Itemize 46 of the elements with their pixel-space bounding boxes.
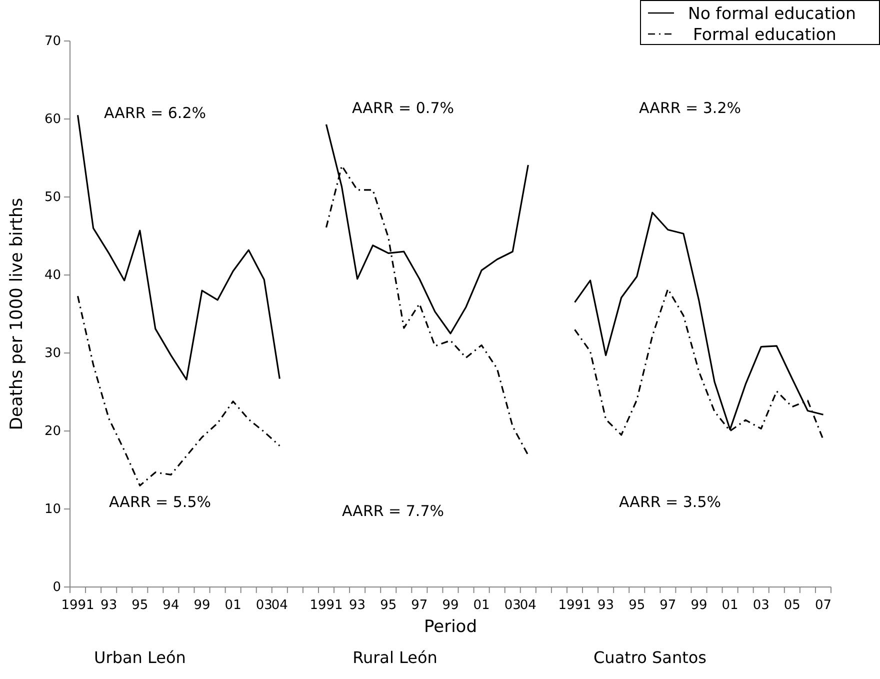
text: Cuatro Santos — [594, 648, 706, 667]
annotation: AARR = 0.7% — [352, 99, 454, 117]
x-tick-label: 1991 — [61, 598, 94, 613]
annotation: AARR = 6.2% — [104, 104, 206, 122]
y-tick-label: 60 — [44, 112, 61, 128]
x-tick-label: 99 — [194, 598, 210, 613]
x-tick-label: 04 — [271, 598, 288, 613]
y-tick-label: 50 — [44, 190, 61, 206]
y-tick-label: 20 — [44, 424, 61, 440]
x-tick-label: 97 — [660, 598, 676, 613]
x-tick-label: 94 — [162, 598, 180, 613]
y-tick-label: 30 — [44, 346, 61, 362]
annotation: AARR = 3.5% — [619, 493, 721, 511]
x-tick-label: 01 — [224, 598, 242, 613]
x-tick-label: 01 — [473, 598, 490, 613]
x-tick-label: 99 — [690, 598, 708, 613]
x-tick-label: 99 — [442, 598, 459, 613]
annotation: AARR = 5.5% — [109, 493, 211, 511]
x-tick-label: 04 — [520, 598, 536, 613]
annotation: AARR = 3.2% — [639, 99, 741, 117]
annotation: AARR = 7.7% — [342, 502, 444, 520]
x-axis-title: Period — [424, 617, 478, 637]
text: Urban León — [94, 648, 186, 667]
x-tick-label: 93 — [349, 598, 366, 613]
x-tick-label: 97 — [411, 598, 428, 613]
y-axis-title: Deaths per 1000 live births — [7, 198, 27, 430]
x-tick-label: 95 — [132, 598, 148, 613]
legend-label: No formal education — [688, 4, 856, 23]
x-tick-label: 1991 — [310, 598, 343, 613]
x-tick-label: 95 — [628, 598, 646, 613]
text: Rural León — [352, 648, 438, 667]
y-tick-label: 40 — [44, 268, 61, 284]
x-tick-label: 05 — [784, 598, 800, 613]
x-tick-label: 1991 — [558, 598, 592, 613]
x-tick-label: 03 — [256, 598, 272, 613]
legend-label: Formal education — [693, 25, 836, 44]
x-tick-label: 93 — [598, 598, 614, 613]
x-tick-label: 03 — [504, 598, 521, 613]
x-tick-label: 07 — [814, 598, 832, 613]
x-tick-label: 01 — [722, 598, 738, 613]
y-tick-label: 10 — [44, 502, 61, 518]
x-tick-label: 95 — [380, 598, 397, 613]
y-tick-label: 70 — [44, 34, 61, 50]
x-tick-label: 93 — [100, 598, 118, 613]
y-tick-label: 0 — [52, 580, 61, 596]
x-tick-label: 03 — [752, 598, 770, 613]
